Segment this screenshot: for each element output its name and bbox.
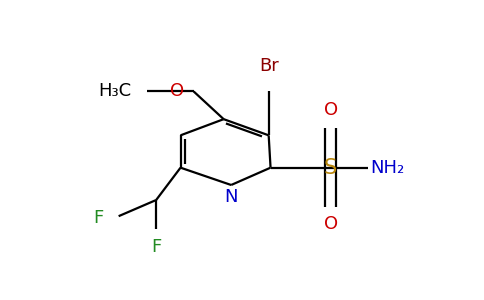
Text: O: O (170, 82, 184, 100)
Text: O: O (323, 101, 338, 119)
Text: S: S (324, 158, 337, 178)
Text: O: O (323, 215, 338, 233)
Text: F: F (151, 238, 161, 256)
Text: NH₂: NH₂ (370, 159, 404, 177)
Text: H₃C: H₃C (98, 82, 132, 100)
Text: F: F (93, 209, 103, 227)
Text: Br: Br (259, 57, 279, 75)
Text: N: N (225, 188, 238, 206)
